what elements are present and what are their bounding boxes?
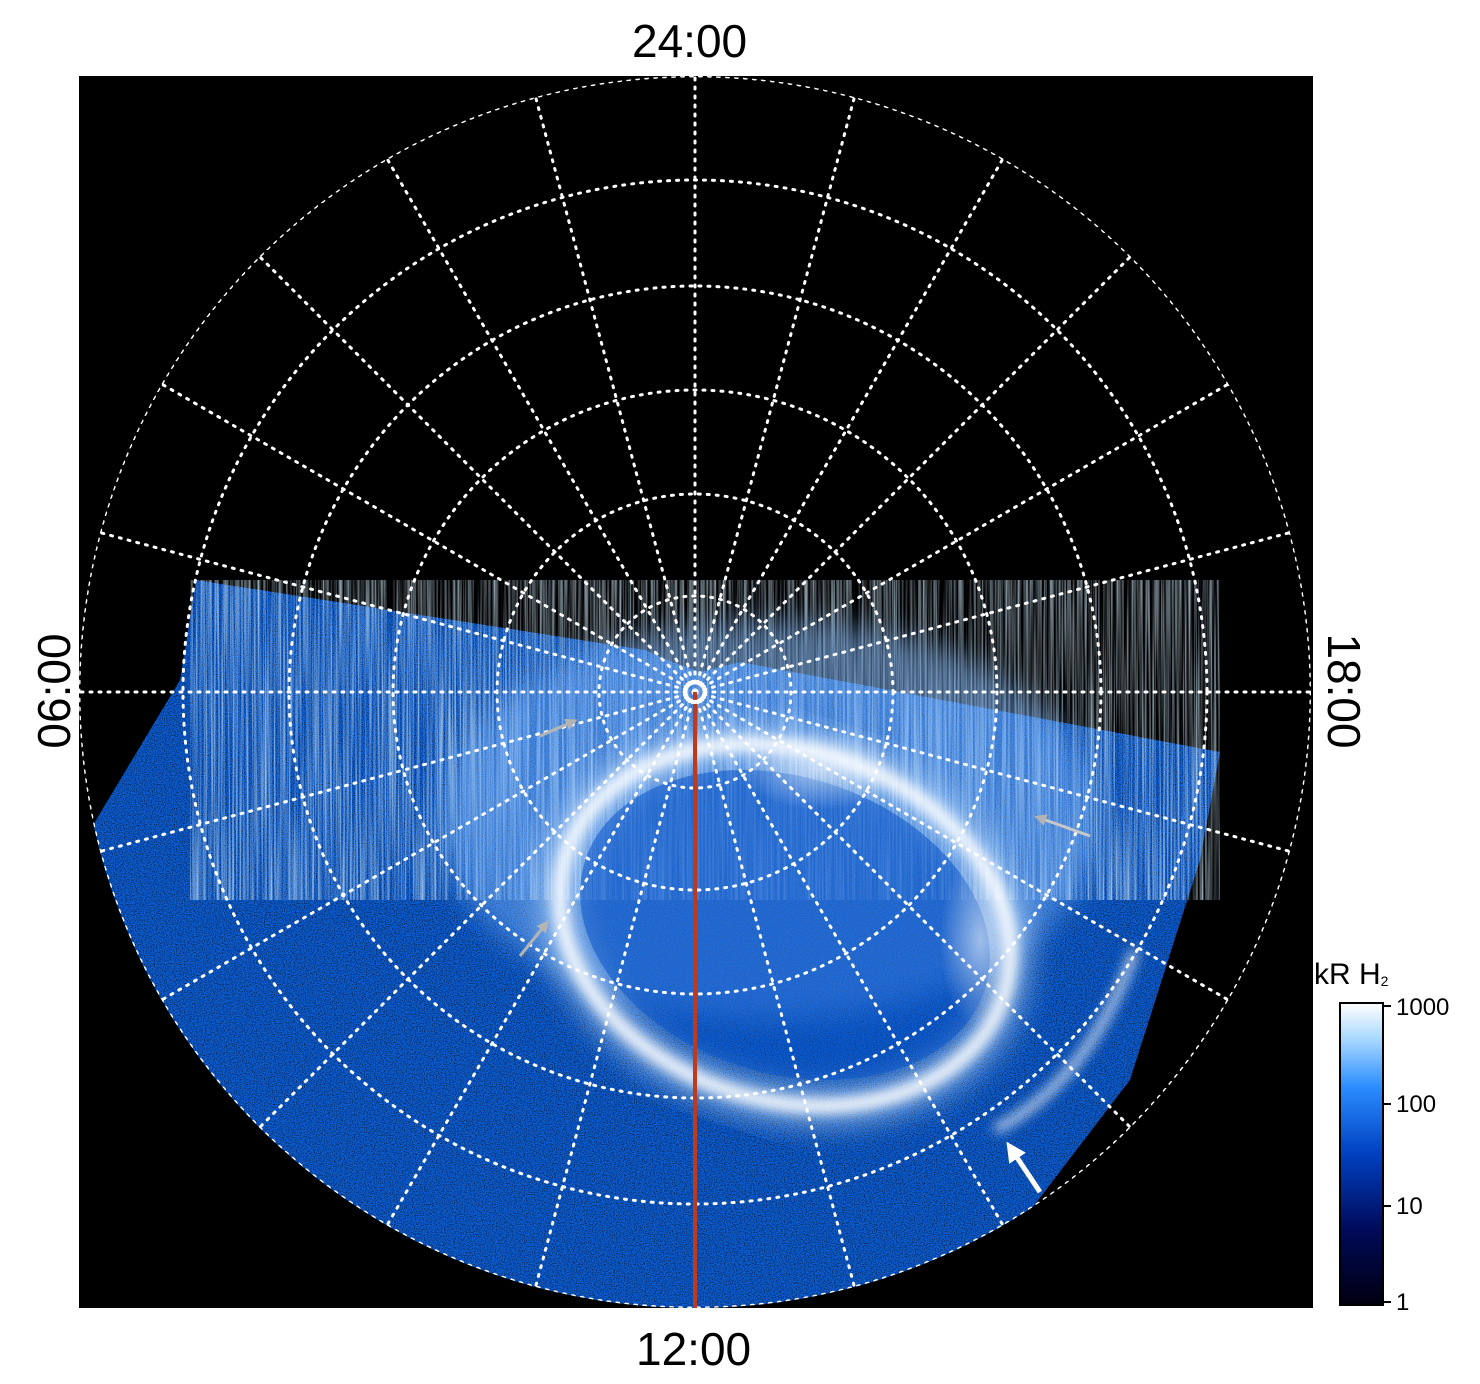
- colorbar-tick-1: 1: [1396, 1289, 1410, 1316]
- time-label-dusk: 18:00: [1318, 633, 1370, 749]
- colorbar-ticks: [1383, 1005, 1391, 1303]
- auroral-oval: [539, 724, 1139, 1134]
- time-label-dawn: 06:00: [28, 633, 80, 749]
- time-label-noon: 12:00: [636, 1323, 752, 1375]
- colorbar-title: kR H2: [1314, 958, 1388, 992]
- colorbar-tick-10: 10: [1396, 1193, 1423, 1220]
- arrow-grey-3: [1034, 814, 1091, 838]
- colorbar: [1339, 1002, 1384, 1306]
- time-label-midnight: 24:00: [632, 15, 748, 67]
- arrow-grey-2: [518, 920, 549, 957]
- colorbar-title-subscript: 2: [1380, 973, 1389, 989]
- colorbar-tick-100: 100: [1396, 1091, 1437, 1118]
- colorbar-title-main: kR H: [1314, 958, 1381, 991]
- colorbar-tick-1000: 1000: [1396, 994, 1450, 1021]
- arrow-white: [1006, 1141, 1043, 1194]
- arrow-grey-1: [539, 718, 578, 738]
- pole-marker: [683, 680, 707, 704]
